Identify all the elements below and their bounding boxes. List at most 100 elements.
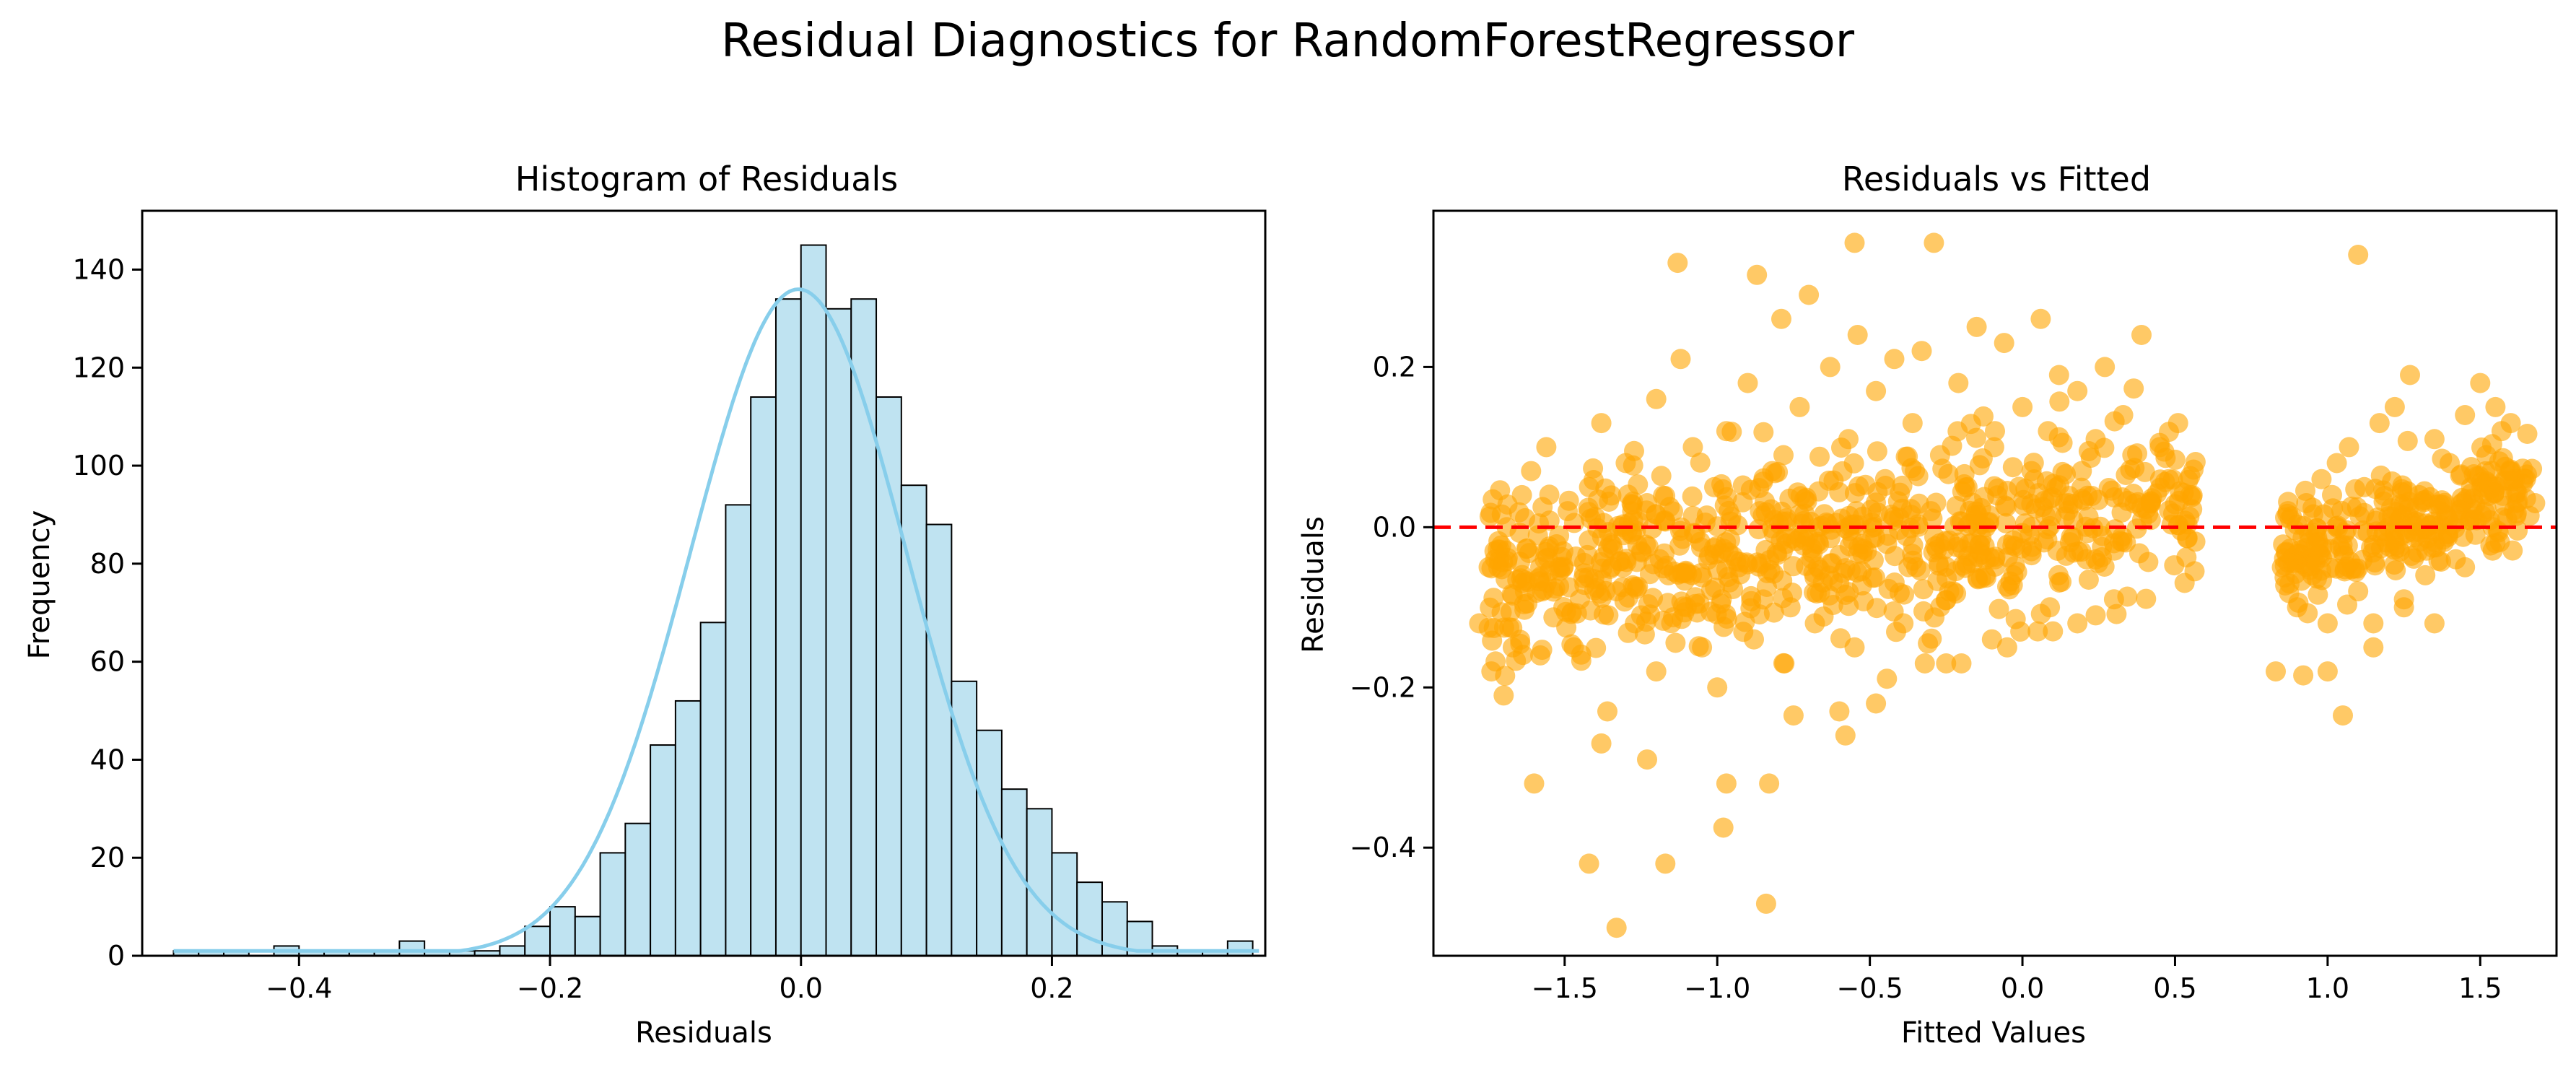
scatter-point xyxy=(1772,570,1793,591)
scatter-point xyxy=(1558,490,1579,511)
scatter-x-tick-label: −0.5 xyxy=(1837,972,1903,1004)
scatter-point xyxy=(1913,601,1934,622)
scatter-point xyxy=(2174,572,2195,593)
scatter-point xyxy=(2048,365,2069,385)
scatter-point xyxy=(2117,586,2138,607)
scatter-point xyxy=(2164,555,2185,576)
scatter-point xyxy=(1914,653,1935,674)
scatter-point xyxy=(2012,396,2033,417)
scatter-point xyxy=(1773,445,1794,466)
scatter-point xyxy=(2437,526,2458,547)
scatter-point xyxy=(2400,365,2420,385)
scatter-point xyxy=(2136,499,2157,520)
scatter-point xyxy=(1951,653,1972,674)
scatter-point xyxy=(2339,437,2359,458)
scatter-point xyxy=(1910,560,1931,581)
scatter-point xyxy=(2276,542,2297,563)
scatter-point xyxy=(1887,491,1908,512)
scatter-point xyxy=(1493,685,1514,706)
scatter-point xyxy=(1672,562,1693,583)
scatter-point xyxy=(1646,388,1667,409)
scatter-point xyxy=(1713,479,1734,500)
scatter-point xyxy=(1688,636,1709,657)
scatter-point xyxy=(2027,621,2048,642)
scatter-point xyxy=(2043,621,2064,642)
scatter-point xyxy=(1716,773,1737,794)
scatter-point xyxy=(1707,559,1728,580)
scatter-point xyxy=(1529,513,1549,534)
scatter-y-axis-label: Residuals xyxy=(1297,516,1330,653)
scatter-point xyxy=(1947,421,1968,442)
scatter-point xyxy=(1771,308,1791,329)
scatter-point xyxy=(1643,588,1664,609)
scatter-point xyxy=(2288,592,2309,613)
scatter-point xyxy=(1649,549,1670,570)
histogram-bar xyxy=(1226,940,1254,957)
scatter-point xyxy=(1606,918,1627,938)
scatter-point xyxy=(2432,448,2453,469)
scatter-point xyxy=(2317,661,2338,682)
scatter-point xyxy=(2098,478,2119,498)
scatter-point xyxy=(2021,541,2042,562)
scatter-point xyxy=(1937,567,1957,588)
scatter-point xyxy=(1571,650,1592,671)
scatter-point xyxy=(2323,498,2344,519)
scatter-point xyxy=(1962,552,1983,573)
scatter-point xyxy=(2337,594,2357,615)
scatter-point xyxy=(2078,570,2099,590)
scatter-point xyxy=(2085,605,2106,626)
scatter-y-tick-label: −0.2 xyxy=(1350,671,1416,703)
scatter-x-axis-label: Fitted Values xyxy=(1901,1016,2086,1050)
scatter-point xyxy=(2068,541,2089,562)
scatter-point xyxy=(2369,413,2390,434)
scatter-point xyxy=(1573,552,1594,573)
scatter-point xyxy=(1831,437,1851,458)
scatter-point xyxy=(2067,613,2088,634)
histogram-y-tick-label: 140 xyxy=(72,253,125,285)
scatter-point xyxy=(1796,487,1817,508)
scatter-point xyxy=(1749,478,1770,499)
scatter-point xyxy=(1969,455,1990,476)
scatter-point xyxy=(1502,617,1523,638)
scatter-point xyxy=(1911,341,1932,362)
scatter-point xyxy=(2035,505,2056,526)
scatter-point xyxy=(1655,853,1676,874)
scatter-point xyxy=(1755,502,1776,523)
scatter-point xyxy=(1883,601,1904,622)
scatter-x-ticks: −1.5 −1.0 −0.5 0.0 0.5 1.0 1.5 xyxy=(1532,956,2502,1004)
scatter-point xyxy=(1996,637,2017,658)
histogram-x-ticks: −0.4 −0.2 0.0 0.2 xyxy=(266,956,1074,1004)
scatter-point xyxy=(2002,457,2023,478)
scatter-point xyxy=(1727,515,1748,536)
histogram-bar xyxy=(750,396,777,956)
scatter-point xyxy=(1699,545,1719,566)
scatter-point xyxy=(1497,548,1518,568)
histogram-bar xyxy=(499,945,526,956)
scatter-point xyxy=(1536,572,1557,593)
scatter-point xyxy=(2397,481,2418,502)
scatter-point xyxy=(2390,541,2411,562)
scatter-title: Residuals vs Fitted xyxy=(1842,160,2151,199)
histogram-bar xyxy=(976,729,1003,956)
scatter-point xyxy=(1791,513,1812,534)
scatter-point xyxy=(2067,380,2088,401)
scatter-point xyxy=(1517,572,1538,593)
scatter-point xyxy=(2038,421,2058,442)
scatter-point xyxy=(1519,543,1540,564)
scatter-point xyxy=(1812,572,1833,593)
scatter-point xyxy=(1524,773,1545,794)
histogram-bar xyxy=(774,298,802,957)
histogram-x-axis-label: Residuals xyxy=(635,1016,772,1050)
scatter-point xyxy=(1670,349,1691,370)
scatter-point xyxy=(1928,552,1949,573)
histogram-axes-frame xyxy=(141,209,1267,957)
scatter-point xyxy=(1690,452,1711,473)
scatter-point xyxy=(1734,611,1755,632)
scatter-point xyxy=(1905,461,1926,481)
scatter-point xyxy=(1994,333,2014,354)
scatter-point xyxy=(2429,494,2450,515)
scatter-point xyxy=(1926,492,1947,513)
scatter-x-tick-label: −1.5 xyxy=(1532,972,1598,1004)
scatter-point xyxy=(2453,526,2474,547)
scatter-point xyxy=(1848,476,1869,497)
